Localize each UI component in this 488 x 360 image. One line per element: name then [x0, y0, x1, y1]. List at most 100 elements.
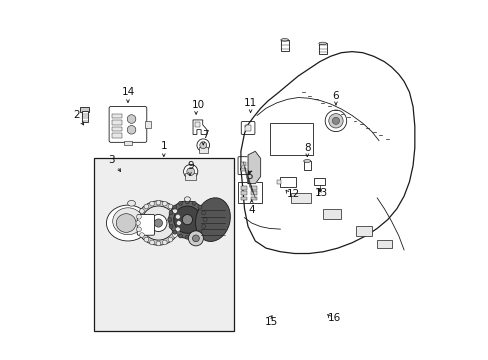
- Circle shape: [149, 240, 154, 245]
- Circle shape: [172, 209, 177, 213]
- Circle shape: [127, 126, 136, 134]
- FancyBboxPatch shape: [241, 122, 254, 134]
- Circle shape: [328, 114, 343, 128]
- Circle shape: [198, 205, 202, 209]
- Bar: [250, 197, 257, 200]
- Circle shape: [192, 234, 196, 238]
- Bar: [124, 140, 131, 145]
- Circle shape: [156, 200, 161, 205]
- Bar: [240, 186, 247, 189]
- FancyBboxPatch shape: [280, 177, 296, 187]
- Ellipse shape: [303, 159, 310, 162]
- FancyBboxPatch shape: [198, 147, 207, 153]
- Ellipse shape: [112, 208, 143, 235]
- FancyBboxPatch shape: [237, 182, 262, 203]
- Circle shape: [325, 110, 346, 132]
- Circle shape: [172, 205, 177, 209]
- Circle shape: [186, 168, 194, 175]
- Circle shape: [168, 204, 172, 209]
- Text: 16: 16: [327, 313, 340, 323]
- Circle shape: [167, 217, 171, 222]
- Circle shape: [169, 211, 173, 215]
- Bar: [112, 114, 122, 118]
- Bar: [247, 162, 252, 166]
- Text: 15: 15: [264, 317, 278, 327]
- Text: 14: 14: [121, 87, 134, 97]
- Circle shape: [162, 201, 167, 206]
- Text: 2: 2: [73, 111, 80, 121]
- Ellipse shape: [318, 42, 326, 45]
- Text: 13: 13: [314, 188, 327, 198]
- Circle shape: [150, 215, 166, 231]
- Bar: [318, 44, 326, 54]
- Text: 3: 3: [108, 155, 115, 165]
- Circle shape: [176, 221, 181, 225]
- Ellipse shape: [195, 198, 230, 242]
- Ellipse shape: [127, 201, 135, 206]
- Circle shape: [168, 201, 206, 238]
- Circle shape: [175, 227, 180, 232]
- Text: 6: 6: [332, 91, 339, 101]
- Circle shape: [172, 230, 177, 234]
- Bar: [250, 191, 257, 195]
- Circle shape: [332, 117, 339, 125]
- Bar: [112, 134, 122, 138]
- Bar: [244, 125, 251, 131]
- Circle shape: [136, 201, 180, 245]
- Circle shape: [144, 204, 148, 209]
- Circle shape: [178, 234, 183, 238]
- Bar: [269, 123, 312, 155]
- Circle shape: [203, 217, 207, 222]
- FancyBboxPatch shape: [238, 157, 258, 175]
- Bar: [314, 178, 325, 185]
- FancyBboxPatch shape: [80, 107, 89, 112]
- Ellipse shape: [106, 205, 149, 241]
- Text: 7: 7: [202, 130, 208, 140]
- Circle shape: [136, 214, 141, 219]
- Polygon shape: [241, 51, 414, 253]
- FancyBboxPatch shape: [185, 173, 196, 180]
- Bar: [323, 210, 341, 220]
- Polygon shape: [247, 151, 260, 184]
- Bar: [290, 193, 310, 203]
- Text: 4: 4: [248, 206, 254, 216]
- Bar: [277, 180, 281, 184]
- Circle shape: [172, 233, 177, 238]
- Circle shape: [156, 241, 161, 246]
- Circle shape: [178, 201, 183, 205]
- Circle shape: [175, 214, 180, 219]
- Circle shape: [169, 224, 173, 229]
- Bar: [144, 121, 151, 128]
- Circle shape: [317, 188, 321, 192]
- Bar: [112, 127, 122, 131]
- Text: 1: 1: [160, 141, 167, 151]
- Bar: [303, 161, 310, 170]
- Bar: [94, 158, 233, 330]
- Circle shape: [192, 201, 196, 205]
- Circle shape: [192, 235, 199, 242]
- Circle shape: [173, 206, 201, 233]
- Circle shape: [144, 237, 148, 242]
- Circle shape: [197, 139, 209, 152]
- Text: 12: 12: [286, 189, 300, 199]
- Bar: [355, 226, 371, 235]
- Circle shape: [183, 165, 198, 179]
- Circle shape: [185, 235, 189, 239]
- Circle shape: [154, 219, 162, 227]
- Bar: [241, 168, 245, 171]
- Circle shape: [198, 230, 202, 234]
- Text: 10: 10: [191, 100, 204, 110]
- Ellipse shape: [116, 214, 136, 232]
- Polygon shape: [195, 122, 200, 127]
- Circle shape: [127, 115, 136, 123]
- Bar: [376, 240, 391, 248]
- Circle shape: [200, 142, 206, 149]
- Bar: [112, 121, 122, 125]
- Text: 11: 11: [244, 98, 257, 108]
- Ellipse shape: [184, 197, 190, 202]
- Circle shape: [168, 237, 172, 242]
- Bar: [240, 197, 247, 200]
- Ellipse shape: [280, 39, 288, 41]
- FancyBboxPatch shape: [109, 107, 146, 142]
- Text: 8: 8: [304, 143, 310, 153]
